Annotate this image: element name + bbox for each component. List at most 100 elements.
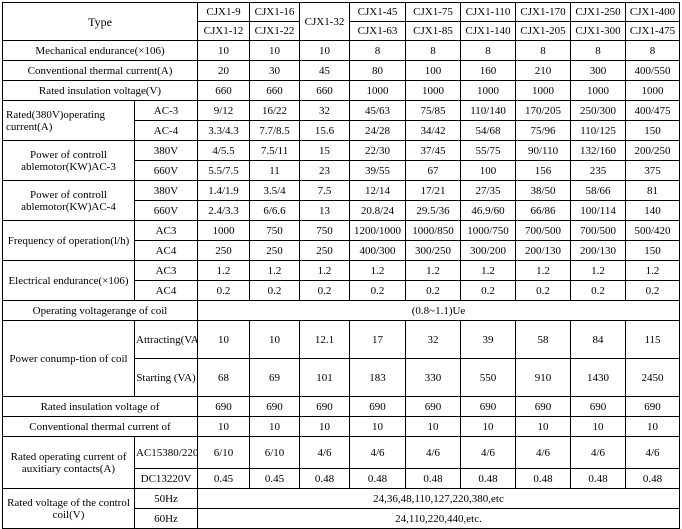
value-cell: 330 bbox=[405, 358, 462, 397]
row-label: Power of controll ablemotor(KW)AC-4 bbox=[2, 180, 135, 221]
value-cell: 375 bbox=[625, 160, 681, 181]
value-cell: 690 bbox=[625, 396, 681, 417]
value-cell: 27/35 bbox=[460, 180, 517, 201]
value-cell: 29.5/36 bbox=[405, 200, 462, 221]
sub-label: Attracting(VA) bbox=[133, 320, 199, 359]
value-cell: 4/6 bbox=[405, 436, 462, 469]
sub-label: Starting (VA) bbox=[133, 358, 199, 397]
sub-label: AC3 bbox=[133, 260, 199, 281]
value-cell: 55/75 bbox=[460, 140, 517, 161]
value-cell: 1.2 bbox=[515, 260, 572, 281]
value-cell: 2.4/3.3 bbox=[197, 200, 251, 221]
value-cell: 10 bbox=[515, 416, 572, 437]
value-cell: 32 bbox=[299, 100, 351, 121]
value-cell: 300/250 bbox=[405, 240, 462, 261]
value-cell: 6/10 bbox=[249, 436, 301, 469]
value-cell: 235 bbox=[570, 160, 627, 181]
value-cell: 12.1 bbox=[299, 320, 351, 359]
value-cell: 400/550 bbox=[625, 60, 681, 81]
value-cell: 5.5/7.5 bbox=[197, 160, 251, 181]
value-cell: 170/205 bbox=[515, 100, 572, 121]
model-header: CJX1-32 bbox=[299, 2, 351, 41]
value-cell: 4/6 bbox=[460, 436, 517, 469]
value-cell: 8 bbox=[460, 40, 517, 61]
value-cell: 11 bbox=[249, 160, 301, 181]
value-cell: 1.2 bbox=[625, 260, 681, 281]
value-cell: 4/6 bbox=[299, 436, 351, 469]
value-cell: 550 bbox=[460, 358, 517, 397]
value-cell: 7.5 bbox=[299, 180, 351, 201]
value-cell: 3.3/4.3 bbox=[197, 120, 251, 141]
value-cell: 690 bbox=[570, 396, 627, 417]
value-cell: 0.48 bbox=[349, 468, 407, 489]
value-cell: 68 bbox=[197, 358, 251, 397]
value-cell: 24/28 bbox=[349, 120, 407, 141]
sub-label: AC4 bbox=[133, 280, 199, 301]
value-cell: 200/130 bbox=[570, 240, 627, 261]
table-row: Mechanical endurance(×106) 10 10 10 8 8 8 8 8 8 bbox=[1, 40, 681, 61]
value-cell: 10 bbox=[405, 416, 462, 437]
value-cell: 17 bbox=[349, 320, 407, 359]
sub-label: AC15380/220 bbox=[133, 436, 199, 469]
value-cell: 7.5/11 bbox=[249, 140, 301, 161]
value-cell: 22/30 bbox=[349, 140, 407, 161]
model-header: CJX1-22 bbox=[249, 21, 301, 41]
value-cell: 300/200 bbox=[460, 240, 517, 261]
value-cell: 400/475 bbox=[625, 100, 681, 121]
value-cell: 1.2 bbox=[405, 260, 462, 281]
value-cell: 250 bbox=[249, 240, 301, 261]
value-cell: 54/68 bbox=[460, 120, 517, 141]
value-cell: 10 bbox=[249, 320, 301, 359]
value-cell: 6/10 bbox=[197, 436, 251, 469]
value-cell: 1000 bbox=[405, 80, 462, 101]
value-cell: 67 bbox=[405, 160, 462, 181]
value-cell: 660 bbox=[299, 80, 351, 101]
value-cell: 1200/1000 bbox=[349, 220, 407, 241]
sub-label: DC13220V bbox=[133, 468, 199, 489]
sub-label: 60Hz bbox=[133, 508, 199, 529]
table-row: Rated insulation voltage(V) 660 660 660 1000… bbox=[1, 80, 681, 101]
table-row: Rated(380V)operating current(A) AC-3 9/12 1… bbox=[2, 100, 681, 141]
value-cell: 1.2 bbox=[460, 260, 517, 281]
table-row: Type CJX1-9 CJX1-16 CJX1-32 CJX1-45 CJX1-75 CJ… bbox=[1, 2, 681, 41]
value-cell: 8 bbox=[349, 40, 407, 61]
value-cell: 45 bbox=[299, 60, 351, 81]
table-row: Frequency of operation(l/h) AC3 1000 750 750… bbox=[2, 220, 681, 261]
model-header: CJX1-12 bbox=[197, 21, 251, 41]
sub-label: AC3 bbox=[133, 220, 199, 241]
value-cell: 400/300 bbox=[349, 240, 407, 261]
value-cell: 75/96 bbox=[515, 120, 572, 141]
value-cell: 200/130 bbox=[515, 240, 572, 261]
value-cell: 150 bbox=[625, 120, 681, 141]
model-header: CJX1-110 bbox=[460, 2, 517, 22]
row-label: Rated voltage of the control coil(V) bbox=[2, 488, 135, 529]
value-cell: 23 bbox=[299, 160, 351, 181]
value-cell: 0.2 bbox=[299, 280, 351, 301]
value-cell: 90/110 bbox=[515, 140, 572, 161]
value-cell: 32 bbox=[405, 320, 462, 359]
table-row: CJX1-12 CJX1-22 CJX1-63 CJX1-85 CJX1-140 CJX1… bbox=[3, 21, 681, 41]
value-cell: 8 bbox=[570, 40, 627, 61]
value-cell: 132/160 bbox=[570, 140, 627, 161]
value-cell: 101 bbox=[299, 358, 351, 397]
value-cell: 300 bbox=[570, 60, 627, 81]
model-header: CJX1-300 bbox=[570, 21, 627, 41]
sub-label: AC-4 bbox=[133, 120, 199, 141]
value-cell: 0.2 bbox=[349, 280, 407, 301]
value-cell: 58/66 bbox=[570, 180, 627, 201]
value-cell: 10 bbox=[299, 40, 351, 61]
value-cell: 1000 bbox=[197, 220, 251, 241]
value-cell: 500/420 bbox=[625, 220, 681, 241]
value-cell: 690 bbox=[515, 396, 572, 417]
value-cell: 16/22 bbox=[249, 100, 301, 121]
model-header: CJX1-250 bbox=[570, 2, 627, 22]
model-header: CJX1-9 bbox=[197, 2, 251, 22]
value-cell: 69 bbox=[249, 358, 301, 397]
value-cell: 58 bbox=[515, 320, 572, 359]
model-header: CJX1-45 bbox=[349, 2, 407, 22]
table-row: Conventional thermal current(A) 20 30 45 80 1… bbox=[1, 60, 681, 81]
model-header: CJX1-63 bbox=[349, 21, 407, 41]
value-cell: 81 bbox=[625, 180, 681, 201]
value-cell: 10 bbox=[197, 416, 251, 437]
